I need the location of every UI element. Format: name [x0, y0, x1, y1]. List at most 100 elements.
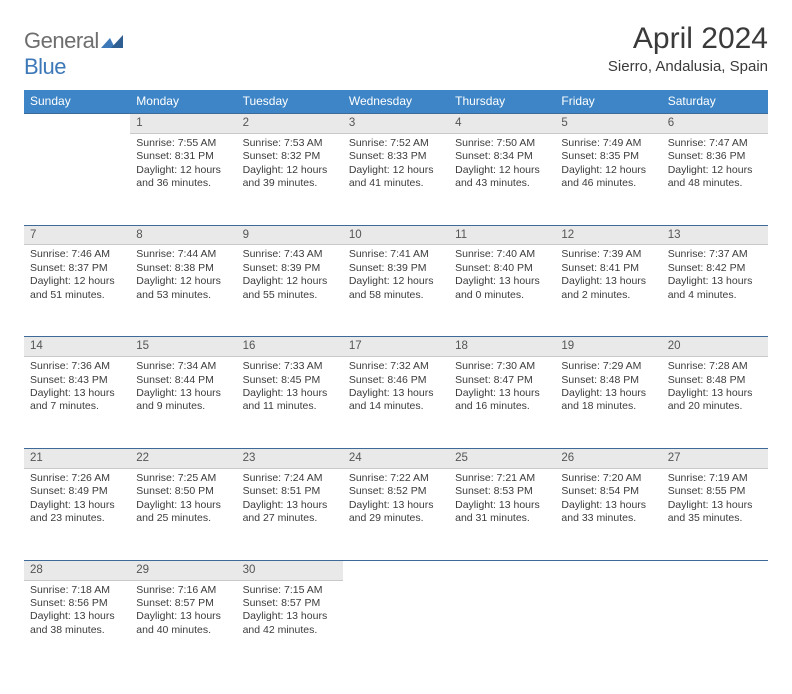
- day-content-cell: Sunrise: 7:40 AMSunset: 8:40 PMDaylight:…: [449, 245, 555, 337]
- daylight-text: Daylight: 12 hours and 48 minutes.: [668, 164, 762, 191]
- day-content-cell: [555, 580, 661, 672]
- sunset-text: Sunset: 8:43 PM: [30, 374, 124, 387]
- day-number-cell: 6: [662, 114, 768, 134]
- day-number-cell: 27: [662, 449, 768, 469]
- daylight-text: Daylight: 13 hours and 27 minutes.: [243, 499, 337, 526]
- sunrise-text: Sunrise: 7:43 AM: [243, 248, 337, 261]
- sunset-text: Sunset: 8:34 PM: [455, 150, 549, 163]
- day-number-cell: 18: [449, 337, 555, 357]
- sunrise-text: Sunrise: 7:30 AM: [455, 360, 549, 373]
- sunrise-text: Sunrise: 7:20 AM: [561, 472, 655, 485]
- day-content-cell: Sunrise: 7:47 AMSunset: 8:36 PMDaylight:…: [662, 133, 768, 225]
- day-number-cell: 29: [130, 560, 236, 580]
- page-subtitle: Sierro, Andalusia, Spain: [608, 58, 768, 75]
- weekday-header: Saturday: [662, 90, 768, 114]
- day-content-cell: Sunrise: 7:50 AMSunset: 8:34 PMDaylight:…: [449, 133, 555, 225]
- day-content-cell: Sunrise: 7:32 AMSunset: 8:46 PMDaylight:…: [343, 357, 449, 449]
- day-number-cell: [662, 560, 768, 580]
- sunset-text: Sunset: 8:39 PM: [243, 262, 337, 275]
- sunrise-text: Sunrise: 7:21 AM: [455, 472, 549, 485]
- day-content-cell: Sunrise: 7:30 AMSunset: 8:47 PMDaylight:…: [449, 357, 555, 449]
- sunrise-text: Sunrise: 7:39 AM: [561, 248, 655, 261]
- sunset-text: Sunset: 8:37 PM: [30, 262, 124, 275]
- day-number-cell: 11: [449, 225, 555, 245]
- day-content-row: Sunrise: 7:46 AMSunset: 8:37 PMDaylight:…: [24, 245, 768, 337]
- calendar-page: General Blue April 2024 Sierro, Andalusi…: [0, 0, 792, 694]
- day-number-cell: 4: [449, 114, 555, 134]
- sunrise-text: Sunrise: 7:24 AM: [243, 472, 337, 485]
- sunrise-text: Sunrise: 7:26 AM: [30, 472, 124, 485]
- weekday-header: Monday: [130, 90, 236, 114]
- day-content-cell: Sunrise: 7:21 AMSunset: 8:53 PMDaylight:…: [449, 468, 555, 560]
- day-content-cell: Sunrise: 7:24 AMSunset: 8:51 PMDaylight:…: [237, 468, 343, 560]
- day-content-cell: Sunrise: 7:18 AMSunset: 8:56 PMDaylight:…: [24, 580, 130, 672]
- day-content-cell: Sunrise: 7:53 AMSunset: 8:32 PMDaylight:…: [237, 133, 343, 225]
- sunrise-text: Sunrise: 7:22 AM: [349, 472, 443, 485]
- day-content-cell: Sunrise: 7:16 AMSunset: 8:57 PMDaylight:…: [130, 580, 236, 672]
- day-number-cell: 9: [237, 225, 343, 245]
- logo-word-1: General: [24, 28, 99, 53]
- weekday-header: Wednesday: [343, 90, 449, 114]
- day-content-row: Sunrise: 7:26 AMSunset: 8:49 PMDaylight:…: [24, 468, 768, 560]
- daylight-text: Daylight: 13 hours and 25 minutes.: [136, 499, 230, 526]
- weekday-header: Thursday: [449, 90, 555, 114]
- day-number-cell: 20: [662, 337, 768, 357]
- day-content-cell: [24, 133, 130, 225]
- sunrise-text: Sunrise: 7:49 AM: [561, 137, 655, 150]
- day-number-cell: 12: [555, 225, 661, 245]
- day-content-cell: Sunrise: 7:29 AMSunset: 8:48 PMDaylight:…: [555, 357, 661, 449]
- day-number-cell: 2: [237, 114, 343, 134]
- day-content-row: Sunrise: 7:18 AMSunset: 8:56 PMDaylight:…: [24, 580, 768, 672]
- day-number-row: 123456: [24, 114, 768, 134]
- daylight-text: Daylight: 13 hours and 20 minutes.: [668, 387, 762, 414]
- sunset-text: Sunset: 8:39 PM: [349, 262, 443, 275]
- day-number-cell: 21: [24, 449, 130, 469]
- daylight-text: Daylight: 13 hours and 35 minutes.: [668, 499, 762, 526]
- day-number-row: 21222324252627: [24, 449, 768, 469]
- day-content-cell: Sunrise: 7:20 AMSunset: 8:54 PMDaylight:…: [555, 468, 661, 560]
- sunrise-text: Sunrise: 7:18 AM: [30, 584, 124, 597]
- daylight-text: Daylight: 12 hours and 55 minutes.: [243, 275, 337, 302]
- day-number-row: 282930: [24, 560, 768, 580]
- day-content-cell: Sunrise: 7:19 AMSunset: 8:55 PMDaylight:…: [662, 468, 768, 560]
- sunset-text: Sunset: 8:42 PM: [668, 262, 762, 275]
- day-number-cell: 3: [343, 114, 449, 134]
- sunset-text: Sunset: 8:57 PM: [243, 597, 337, 610]
- daylight-text: Daylight: 12 hours and 51 minutes.: [30, 275, 124, 302]
- sunset-text: Sunset: 8:47 PM: [455, 374, 549, 387]
- sunset-text: Sunset: 8:51 PM: [243, 485, 337, 498]
- sunrise-text: Sunrise: 7:32 AM: [349, 360, 443, 373]
- day-content-cell: Sunrise: 7:46 AMSunset: 8:37 PMDaylight:…: [24, 245, 130, 337]
- daylight-text: Daylight: 12 hours and 43 minutes.: [455, 164, 549, 191]
- logo-word-2: Blue: [24, 54, 66, 79]
- day-number-cell: 22: [130, 449, 236, 469]
- day-number-cell: [24, 114, 130, 134]
- daylight-text: Daylight: 13 hours and 31 minutes.: [455, 499, 549, 526]
- header: General Blue April 2024 Sierro, Andalusi…: [24, 22, 768, 80]
- weekday-header: Friday: [555, 90, 661, 114]
- page-title: April 2024: [608, 22, 768, 56]
- day-number-row: 78910111213: [24, 225, 768, 245]
- sunrise-text: Sunrise: 7:28 AM: [668, 360, 762, 373]
- daylight-text: Daylight: 12 hours and 46 minutes.: [561, 164, 655, 191]
- daylight-text: Daylight: 13 hours and 7 minutes.: [30, 387, 124, 414]
- sunset-text: Sunset: 8:35 PM: [561, 150, 655, 163]
- sunset-text: Sunset: 8:55 PM: [668, 485, 762, 498]
- daylight-text: Daylight: 13 hours and 40 minutes.: [136, 610, 230, 637]
- day-content-cell: Sunrise: 7:15 AMSunset: 8:57 PMDaylight:…: [237, 580, 343, 672]
- day-number-cell: 5: [555, 114, 661, 134]
- sunset-text: Sunset: 8:50 PM: [136, 485, 230, 498]
- sunrise-text: Sunrise: 7:41 AM: [349, 248, 443, 261]
- sunset-text: Sunset: 8:46 PM: [349, 374, 443, 387]
- sunrise-text: Sunrise: 7:25 AM: [136, 472, 230, 485]
- day-content-cell: [449, 580, 555, 672]
- sunrise-text: Sunrise: 7:52 AM: [349, 137, 443, 150]
- sunrise-text: Sunrise: 7:53 AM: [243, 137, 337, 150]
- sunset-text: Sunset: 8:45 PM: [243, 374, 337, 387]
- sunset-text: Sunset: 8:32 PM: [243, 150, 337, 163]
- day-number-cell: [449, 560, 555, 580]
- sunset-text: Sunset: 8:48 PM: [668, 374, 762, 387]
- logo-mark-icon: [101, 28, 123, 54]
- day-content-cell: Sunrise: 7:36 AMSunset: 8:43 PMDaylight:…: [24, 357, 130, 449]
- day-content-cell: Sunrise: 7:34 AMSunset: 8:44 PMDaylight:…: [130, 357, 236, 449]
